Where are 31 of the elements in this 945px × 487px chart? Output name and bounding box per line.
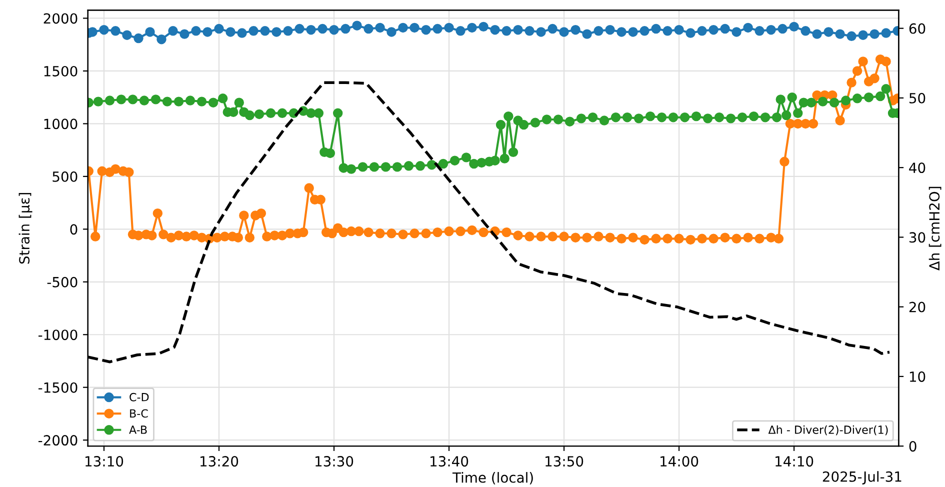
y2-axis-title: Δh [cmH2O] xyxy=(928,186,942,271)
y-tick-label: -1000 xyxy=(38,330,78,340)
y-tick-label: -2000 xyxy=(38,435,78,446)
y-tick-label: -500 xyxy=(47,276,78,288)
legend-label: A-B xyxy=(129,426,147,434)
y2-tick-label: 40 xyxy=(909,162,926,174)
y-tick-label: 500 xyxy=(52,171,78,182)
y2-tick-label: 30 xyxy=(909,232,926,243)
y-tick-label: 2000 xyxy=(44,13,78,24)
x-tick-label: 13:40 xyxy=(430,456,468,467)
x-tick-label: 13:50 xyxy=(546,456,584,467)
text: 2025-Jul-31 xyxy=(822,471,902,484)
x-axis-title: Time (local) xyxy=(452,472,533,484)
legend-label: Δh - Diver(2)-Diver(1) xyxy=(768,425,888,436)
x-tick-label: 14:10 xyxy=(776,456,814,467)
y2-tick-label: 20 xyxy=(909,302,926,312)
y2-tick-label: 0 xyxy=(909,441,916,452)
y-tick-label: 0 xyxy=(70,224,78,235)
y2-tick-label: 60 xyxy=(909,23,926,34)
legend-label: B-C xyxy=(130,409,148,418)
y-tick-label: 1500 xyxy=(44,66,78,76)
y2-tick-label: 50 xyxy=(909,92,926,104)
y-tick-label: 1000 xyxy=(44,118,78,130)
x-tick-label: 13:30 xyxy=(316,456,354,467)
x-tick-label: 13:20 xyxy=(200,456,238,467)
y-axis-title: Strain [µε] xyxy=(18,192,32,264)
legend-label: C-D xyxy=(130,392,149,402)
x-tick-label: 14:00 xyxy=(660,456,698,467)
x-tick-label: 13:10 xyxy=(86,456,124,467)
y2-tick-label: 10 xyxy=(910,371,926,382)
y-tick-label: -1500 xyxy=(38,382,78,393)
